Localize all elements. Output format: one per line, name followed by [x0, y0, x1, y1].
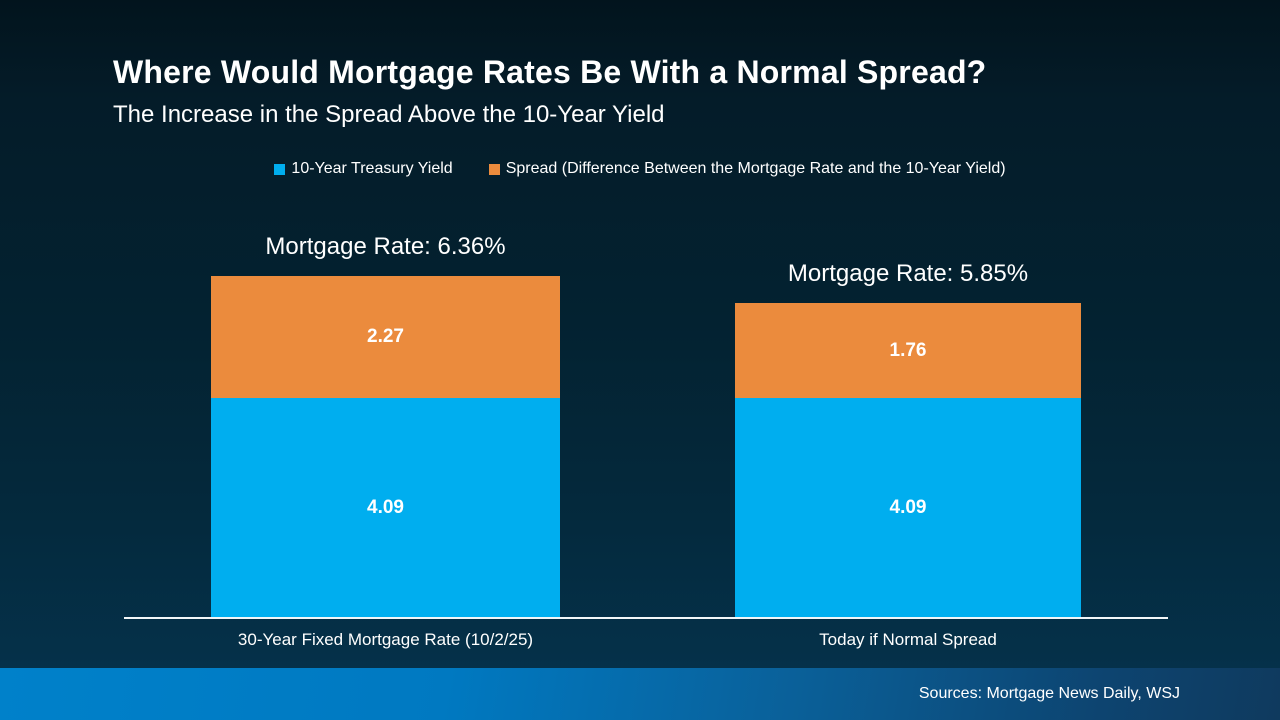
- bar-value-label: 4.09: [367, 496, 404, 518]
- x-axis-line: [124, 617, 1168, 619]
- bar-value-label: 4.09: [889, 496, 927, 518]
- footer-bar: Sources: Mortgage News Daily, WSJ: [0, 668, 1280, 720]
- legend-swatch-blue-icon: [274, 163, 286, 175]
- legend-item-treasury-yield: 10-Year Treasury Yield: [274, 160, 453, 178]
- category-label-current-mortgage: 30-Year Fixed Mortgage Rate (10/2/25): [237, 630, 534, 649]
- source-attribution: Sources: Mortgage News Daily, WSJ: [918, 685, 1180, 702]
- bar-segment-yield: 4.09: [211, 397, 560, 618]
- legend-label: 10-Year Treasury Yield: [291, 160, 453, 177]
- legend-swatch-orange-icon: [488, 163, 500, 175]
- bar-total-label: Mortgage Rate: 6.36%: [265, 232, 506, 260]
- bar-value-label: 1.76: [889, 339, 927, 361]
- chart-legend: 10-Year Treasury Yield Spread (Differenc…: [0, 160, 1280, 178]
- bar-segment-spread: 1.76: [735, 303, 1081, 398]
- page-subtitle: The Increase in the Spread Above the 10-…: [113, 101, 665, 128]
- legend-label: Spread (Difference Between the Mortgage …: [505, 160, 1006, 177]
- bar-group-current-mortgage: Mortgage Rate: 6.36% 2.27 4.09: [211, 233, 560, 618]
- bar-value-label: 2.27: [367, 325, 404, 347]
- legend-item-spread: Spread (Difference Between the Mortgage …: [488, 160, 1006, 178]
- bar-group-normal-spread: Mortgage Rate: 5.85% 1.76 4.09: [735, 260, 1081, 618]
- header: Where Would Mortgage Rates Be With a Nor…: [113, 54, 1220, 129]
- bar-segment-yield: 4.09: [735, 397, 1081, 618]
- bar-total-label: Mortgage Rate: 5.85%: [787, 260, 1029, 288]
- page-title: Where Would Mortgage Rates Be With a Nor…: [113, 54, 987, 90]
- bar-segment-spread: 2.27: [211, 275, 560, 398]
- category-label-normal-spread: Today if Normal Spread: [819, 630, 997, 649]
